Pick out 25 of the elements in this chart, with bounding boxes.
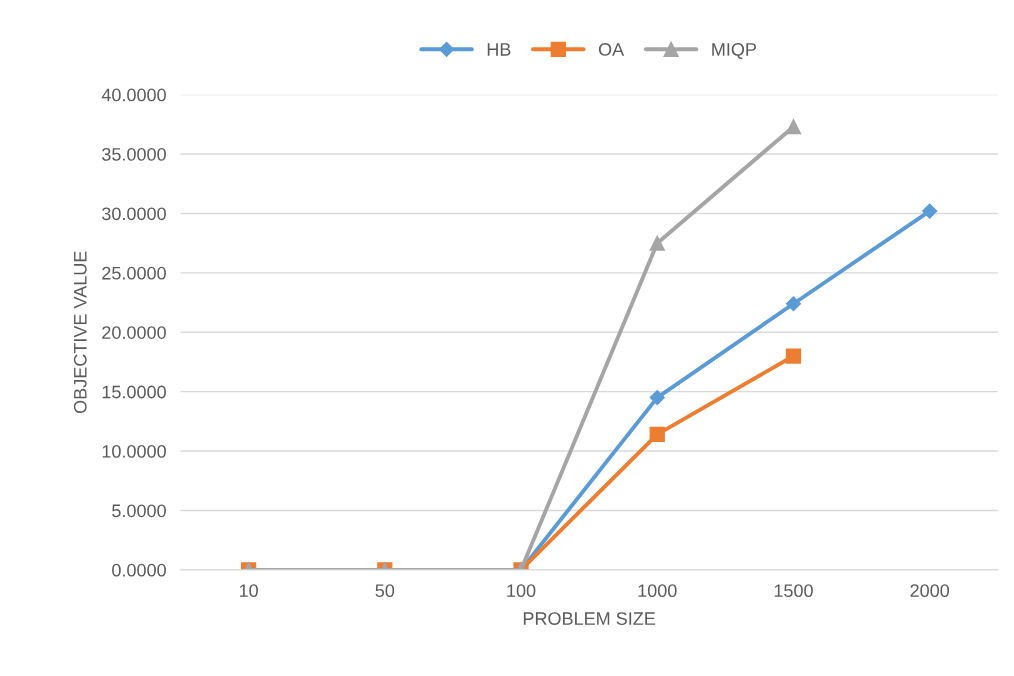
y-tick-label: 5.0000 [112,504,166,518]
point [649,235,665,251]
x-tick-label: 50 [375,584,395,598]
point [785,119,802,135]
y-tick-label: 0.0000 [112,563,166,577]
x-tick-label: 2000 [910,584,950,598]
legend-label: MIQP [712,43,757,60]
y-axis-title: OBJECTIVE VALUE [73,251,87,414]
y-tick-label: 15.0000 [102,385,166,399]
x-tick-label: 10 [239,584,258,598]
point [785,296,802,312]
x-tick-label: 1000 [638,584,677,598]
y-tick-label: 10.0000 [102,445,166,458]
x-axis-title: PROBLEM SIZE [523,612,656,625]
y-tick-label: 25.0000 [102,266,166,280]
x-tick-label: 1500 [774,584,813,598]
y-tick-label: 30.0000 [102,207,166,221]
legend-label: OA [598,43,625,56]
point [922,203,938,219]
point [785,348,802,364]
x-tick-label: 100 [507,584,536,598]
legend-label: HB [487,43,511,56]
y-tick-label: 40.0000 [101,88,166,102]
y-tick-label: 20.0000 [102,326,166,339]
y-tick-label: 35.0000 [102,147,166,161]
